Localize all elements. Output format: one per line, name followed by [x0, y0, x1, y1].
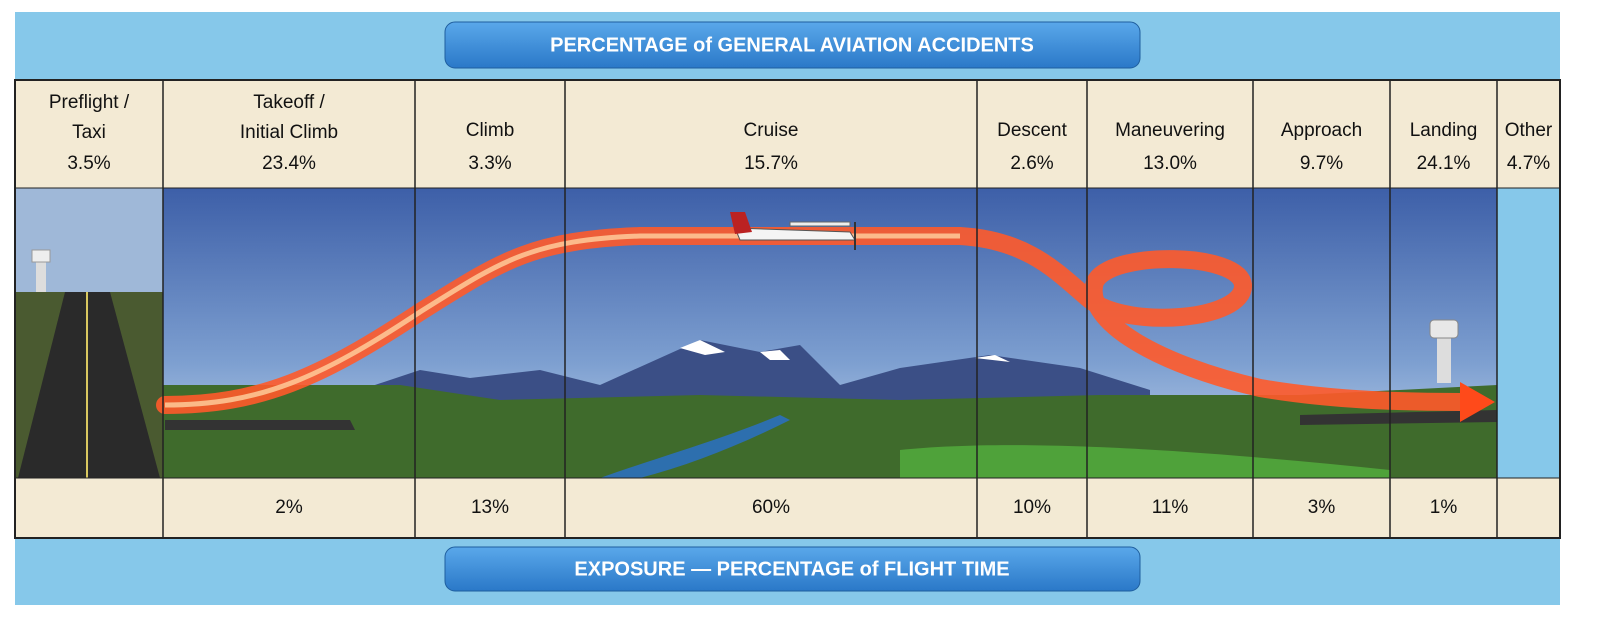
tower-cab	[1430, 320, 1458, 338]
accident-percent: 4.7%	[1507, 153, 1550, 174]
infographic: PERCENTAGE of GENERAL AVIATION ACCIDENTS…	[0, 0, 1607, 619]
phase-name: Preflight /	[49, 92, 130, 113]
scene	[15, 188, 1497, 478]
accident-percent: 24.1%	[1417, 153, 1471, 174]
tower	[1437, 335, 1451, 383]
accident-percent: 2.6%	[1010, 153, 1053, 174]
phase-name: Taxi	[72, 122, 106, 143]
phase-name: Cruise	[744, 120, 799, 141]
footer-title: EXPOSURE — PERCENTAGE of FLIGHT TIME	[574, 558, 1009, 580]
exposure-percent: 1%	[1430, 497, 1458, 518]
exposure-percent: 13%	[471, 497, 509, 518]
phase-name: Initial Climb	[240, 122, 338, 143]
phase-name: Descent	[997, 120, 1067, 141]
phase-name: Takeoff /	[253, 92, 325, 113]
exposure-percent: 11%	[1152, 497, 1189, 518]
phase-name: Approach	[1281, 120, 1362, 141]
tower	[36, 258, 46, 292]
accident-percent: 9.7%	[1300, 153, 1343, 174]
phase-name: Climb	[466, 120, 515, 141]
accident-percent: 23.4%	[262, 153, 316, 174]
exposure-percent: 10%	[1013, 497, 1051, 518]
header-title: PERCENTAGE of GENERAL AVIATION ACCIDENTS	[550, 34, 1034, 56]
phase-name: Maneuvering	[1115, 120, 1225, 141]
exposure-percent: 60%	[752, 497, 790, 518]
phase-name: Other	[1505, 120, 1553, 141]
accident-percent: 3.5%	[67, 153, 110, 174]
exposure-percent: 3%	[1308, 497, 1336, 518]
accident-percent: 13.0%	[1143, 153, 1197, 174]
accident-percent: 15.7%	[744, 153, 798, 174]
tower-cab	[32, 250, 50, 262]
phase-name: Landing	[1410, 120, 1478, 141]
exposure-percent: 2%	[275, 497, 303, 518]
runway	[165, 420, 355, 430]
accident-percent: 3.3%	[468, 153, 511, 174]
